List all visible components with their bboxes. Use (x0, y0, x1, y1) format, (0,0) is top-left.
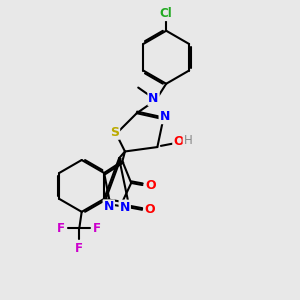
Text: Cl: Cl (160, 7, 172, 20)
Text: S: S (110, 126, 119, 139)
Text: F: F (56, 221, 64, 235)
Text: H: H (184, 134, 192, 147)
Text: N: N (120, 201, 130, 214)
Text: N: N (103, 200, 114, 213)
Text: O: O (144, 203, 155, 216)
Text: F: F (93, 221, 101, 235)
Text: O: O (145, 179, 156, 192)
Text: N: N (160, 110, 170, 123)
Text: O: O (173, 135, 184, 148)
Text: F: F (75, 242, 83, 254)
Text: N: N (148, 92, 159, 105)
